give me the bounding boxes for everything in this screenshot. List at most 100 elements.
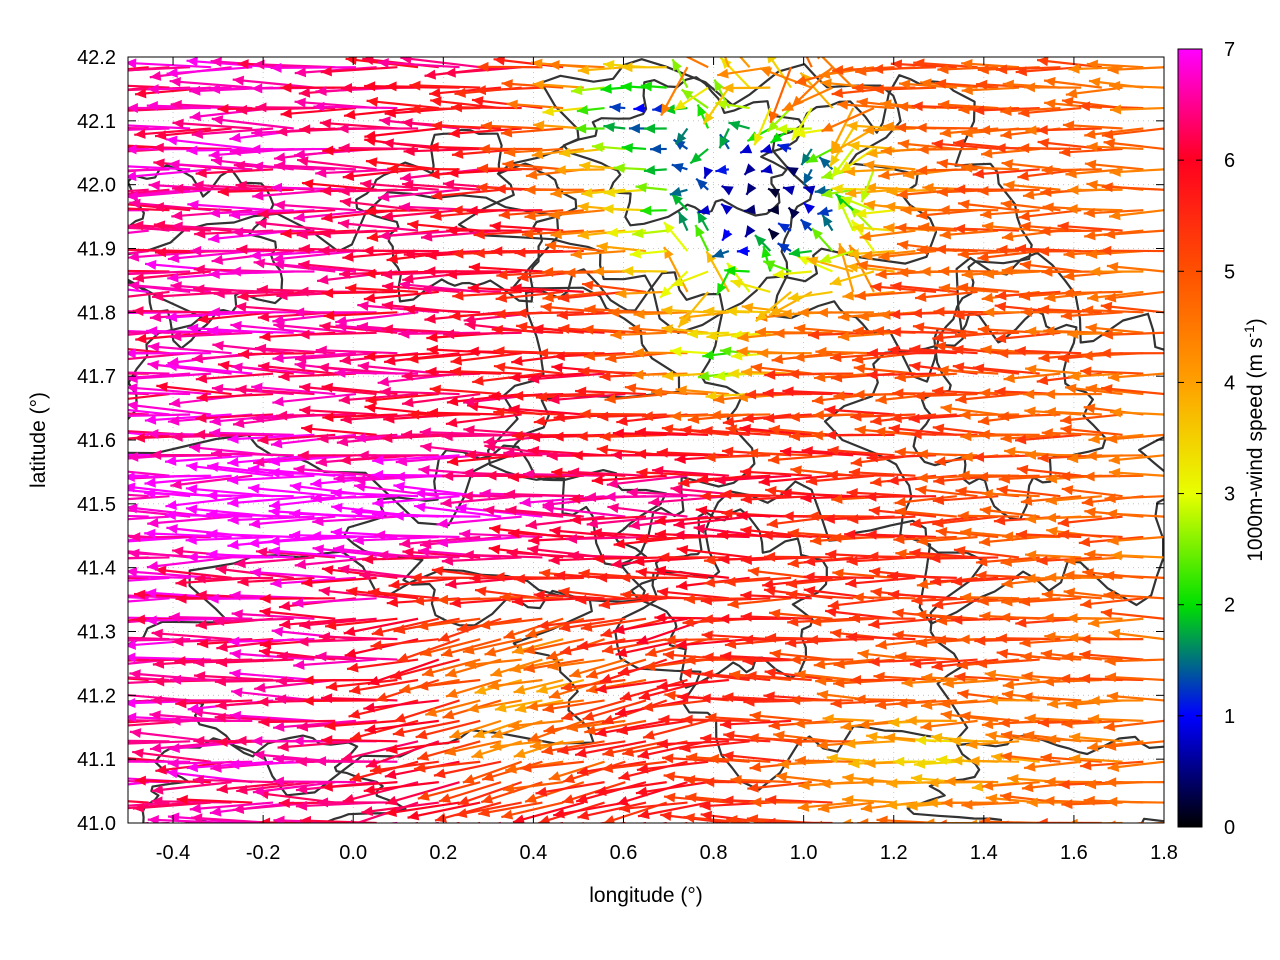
wind-vector [132, 748, 212, 763]
colorbar-label-end: ) [1244, 318, 1267, 325]
wind-vector [128, 719, 149, 724]
wind-vector [169, 674, 253, 685]
wind-vector [844, 738, 895, 749]
wind-vector [128, 229, 129, 231]
wind-vector [705, 390, 750, 401]
wind-vector [787, 528, 854, 539]
wind-vector [738, 57, 751, 68]
wind-vector [947, 821, 957, 823]
wind-vector [1107, 64, 1164, 75]
wind-vector [961, 162, 1019, 173]
wind-vector [401, 370, 481, 381]
wind-vector [315, 345, 398, 356]
wind-vector [957, 199, 1020, 212]
wind-vector [255, 218, 336, 232]
wind-vector [453, 821, 460, 823]
wind-vector [637, 801, 709, 820]
wind-vector [703, 166, 714, 180]
wind-vector [619, 678, 688, 701]
wind-vector [345, 283, 419, 294]
wind-vector [777, 143, 792, 153]
contour-line [912, 309, 1107, 521]
wind-vector [1039, 226, 1102, 237]
wind-vector [1062, 120, 1123, 131]
wind-vector [860, 168, 875, 203]
wind-vector [633, 309, 688, 320]
wind-vector [1036, 124, 1102, 135]
wind-vector [128, 348, 211, 359]
wind-vector [1084, 127, 1144, 140]
wind-vector [961, 799, 1020, 810]
wind-vector [321, 288, 398, 299]
wind-vector [803, 571, 874, 582]
wind-vector [818, 156, 834, 171]
wind-vector [524, 781, 585, 804]
wind-vector [412, 821, 419, 823]
wind-vector [640, 81, 667, 92]
wind-vector [445, 269, 522, 280]
wind-vector [1019, 637, 1082, 648]
wind-vector [576, 638, 647, 651]
wind-vector [446, 454, 522, 467]
wind-vector [371, 617, 440, 637]
wind-vector [855, 208, 895, 219]
wind-vector [648, 495, 729, 507]
wind-vector [547, 658, 605, 671]
wind-vector [415, 719, 481, 740]
wind-vector [257, 208, 336, 219]
y-tick-label: 42.2 [77, 47, 116, 69]
wind-vector [799, 218, 813, 232]
wind-vector [523, 638, 585, 655]
wind-vector [985, 730, 1040, 743]
wind-vector [195, 372, 274, 384]
wind-vector [633, 103, 647, 114]
wind-vector [511, 596, 584, 607]
wind-vector [128, 408, 170, 416]
wind-vector [722, 751, 792, 763]
wind-vector [503, 617, 564, 640]
wind-vector [663, 792, 729, 804]
wind-vector [151, 781, 232, 795]
wind-vector [416, 617, 481, 631]
wind-vector [613, 163, 647, 174]
wind-vector [128, 127, 170, 131]
wind-vector [474, 85, 543, 96]
wind-vector [696, 104, 710, 129]
wind-vector [426, 407, 501, 418]
wind-vector [894, 506, 957, 518]
wind-vector [1041, 165, 1102, 176]
wind-vector [462, 638, 522, 655]
wind-vector [529, 740, 584, 751]
wind-vector [923, 818, 978, 823]
wind-vector [671, 270, 709, 287]
wind-vector [128, 394, 129, 396]
wind-vector [147, 360, 232, 375]
wind-vector [513, 678, 564, 695]
wind-vector [389, 658, 460, 680]
wind-vector [147, 815, 232, 823]
wind-vector [296, 156, 377, 171]
wind-vector [232, 75, 315, 89]
wind-vector [509, 658, 564, 674]
wind-vector [533, 590, 605, 601]
wind-vector [1041, 428, 1102, 439]
wind-vector [669, 346, 709, 357]
wind-vector [484, 638, 543, 657]
wind-vector [293, 464, 377, 477]
wind-vector [699, 693, 771, 704]
wind-vector [128, 352, 191, 361]
wind-vector [229, 649, 315, 661]
wind-vector [787, 369, 854, 380]
wind-vector [916, 535, 978, 546]
wind-vector [445, 678, 502, 699]
wind-vector [509, 372, 584, 383]
wind-vector [167, 249, 253, 263]
wind-vector [1057, 221, 1123, 232]
wind-vector [767, 454, 833, 465]
wind-vector [170, 331, 253, 342]
wind-vector [502, 781, 564, 794]
wind-vector [581, 280, 647, 293]
wind-vector [895, 651, 957, 662]
wind-vector [475, 821, 481, 823]
wind-vector [410, 572, 481, 583]
